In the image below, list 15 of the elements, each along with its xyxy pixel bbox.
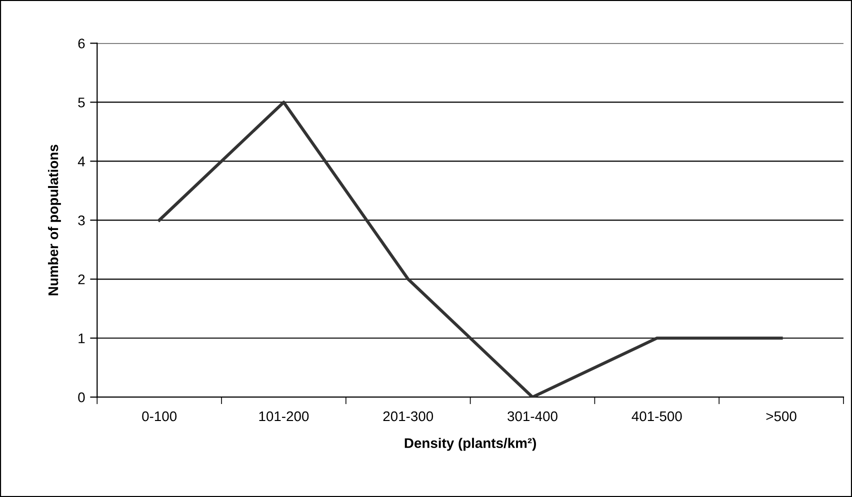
y-tick-label: 1 [78, 334, 85, 344]
y-tick-label: 2 [78, 274, 85, 284]
y-tick-label: 0 [78, 392, 85, 402]
x-tick-label: 101-200 [259, 411, 309, 422]
y-axis-title: Number of populations [48, 144, 61, 296]
y-tick-label: 6 [78, 38, 85, 48]
x-tick-label: 401-500 [632, 411, 682, 422]
x-tick-label: 0-100 [142, 411, 177, 422]
x-axis-title: Density (plants/km²) [404, 438, 536, 451]
y-tick-label: 5 [78, 98, 85, 108]
y-tick-label: 3 [78, 216, 85, 226]
y-tick-label: 4 [78, 156, 85, 166]
x-tick-label: 201-300 [383, 411, 434, 422]
x-tick-label: 301-400 [508, 411, 558, 422]
x-tick-label: >500 [766, 411, 796, 422]
